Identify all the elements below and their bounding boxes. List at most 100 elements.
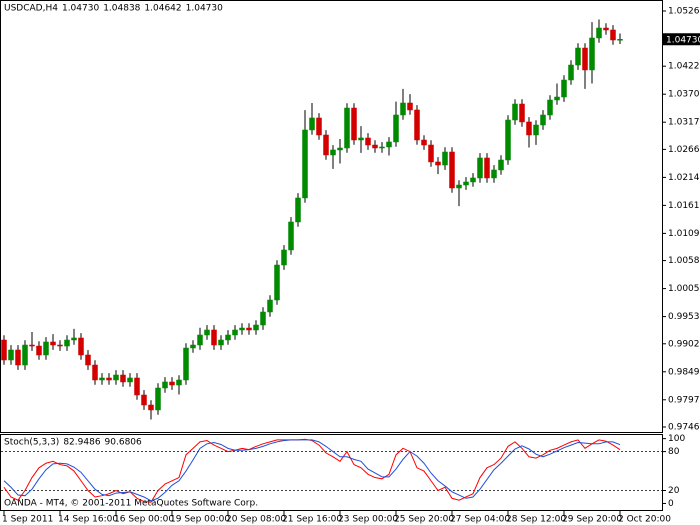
x-tick-label: 28 Sep 12:00	[506, 515, 566, 525]
candle-body	[239, 327, 245, 331]
candle-body	[498, 159, 504, 171]
header-value: 1.04642	[144, 4, 181, 14]
candle-body	[526, 121, 532, 136]
y-tick-label: 1.02665	[668, 145, 700, 155]
candle-body	[379, 146, 385, 149]
x-tick-label: 25 Sep 20:00	[394, 515, 454, 525]
candle-body	[561, 79, 567, 98]
candle-body	[232, 329, 238, 336]
candle-body	[505, 119, 511, 161]
candle-body	[470, 177, 476, 183]
candle-body	[330, 149, 336, 156]
y-tick-label: 80	[668, 447, 680, 457]
x-tick-label: 20 Sep 08:00	[226, 515, 286, 525]
candle-body	[134, 377, 140, 396]
candle-body	[596, 27, 602, 39]
stoch-line	[3, 438, 621, 503]
header-value: 1.04730	[62, 4, 99, 14]
x-tick-label: 2 Oct 20:00	[618, 515, 671, 525]
candle-body	[64, 339, 70, 347]
candle-body	[197, 334, 203, 346]
candle-body	[267, 299, 273, 313]
candle-body	[204, 329, 210, 336]
candle-body	[141, 394, 147, 406]
candle-body	[358, 137, 364, 141]
y-tick-label: 1.05260	[668, 6, 700, 16]
candle-body	[169, 381, 175, 386]
candle-body	[456, 184, 462, 189]
y-tick-label: 1.02140	[668, 173, 700, 183]
candle-body	[491, 169, 497, 179]
candle-body	[218, 339, 224, 346]
y-tick-label: 0.98495	[668, 367, 700, 377]
candle-body	[421, 139, 427, 146]
candle-body	[155, 387, 161, 411]
candle-body	[316, 117, 322, 136]
candle-body	[547, 99, 553, 116]
candle-body	[225, 334, 231, 341]
candle-body	[344, 107, 350, 149]
x-tick-label: 23 Sep 00:00	[338, 515, 398, 525]
candle-body	[603, 27, 609, 31]
candle-body	[43, 341, 49, 356]
candle-body	[484, 157, 490, 179]
candle-body	[50, 341, 56, 346]
copyright: OANDA - MT4, © 2001-2011 MetaQuotes Soft…	[4, 499, 258, 509]
candle-body	[120, 374, 126, 383]
candle-body	[554, 96, 560, 101]
stoch-frame	[0, 434, 663, 511]
candle-body	[183, 347, 189, 381]
header-value: 1.04838	[103, 4, 140, 14]
candle-body	[162, 381, 168, 389]
y-tick-label: 20	[668, 486, 680, 496]
candle-body	[449, 151, 455, 189]
candle-body	[393, 114, 399, 143]
y-tick-label: 100	[668, 434, 685, 444]
candle-body	[274, 264, 280, 301]
candle-body	[57, 344, 63, 347]
candle-body	[575, 47, 581, 66]
candle-body	[617, 39, 623, 41]
x-tick-label: 27 Sep 04:00	[450, 515, 510, 525]
candle-body	[302, 129, 308, 199]
candle-body	[309, 117, 315, 131]
candle-body	[260, 311, 266, 326]
candle-body	[113, 374, 119, 381]
pane-title: Stoch(5,3,3)	[4, 438, 59, 448]
header-value: 90.6806	[105, 438, 142, 448]
last-price-box	[663, 33, 700, 46]
candle-body	[400, 102, 406, 116]
x-tick-label: 29 Sep 20:00	[562, 515, 622, 525]
y-tick-label: 1.00055	[668, 284, 700, 294]
candle-body	[407, 102, 413, 111]
candle-body	[78, 337, 84, 356]
candle-body	[253, 324, 259, 331]
candle-body	[36, 345, 42, 356]
candle-body	[29, 344, 35, 347]
x-tick-label: 19 Sep 00:00	[170, 515, 230, 525]
candle-body	[337, 147, 343, 151]
y-tick-label: 1.00580	[668, 256, 700, 266]
y-tick-label: 0	[668, 499, 674, 509]
pane-title: USDCAD,H4	[4, 4, 58, 14]
header-value: 82.9486	[63, 438, 100, 448]
candle-body	[127, 377, 133, 383]
y-tick-label: 1.03700	[668, 90, 700, 100]
x-tick-label: 21 Sep 16:00	[282, 515, 342, 525]
candle-body	[589, 37, 595, 71]
candle-body	[8, 349, 14, 361]
main-frame	[0, 0, 663, 433]
candle-body	[71, 337, 77, 341]
stoch-line	[3, 439, 621, 502]
candle-body	[610, 29, 616, 41]
candle-body	[288, 221, 294, 251]
candle-body	[519, 103, 525, 123]
candle-body	[533, 124, 539, 136]
candle-body	[1, 339, 7, 361]
candle-body	[435, 161, 441, 166]
candle-body	[176, 379, 182, 386]
candle-body	[281, 249, 287, 266]
